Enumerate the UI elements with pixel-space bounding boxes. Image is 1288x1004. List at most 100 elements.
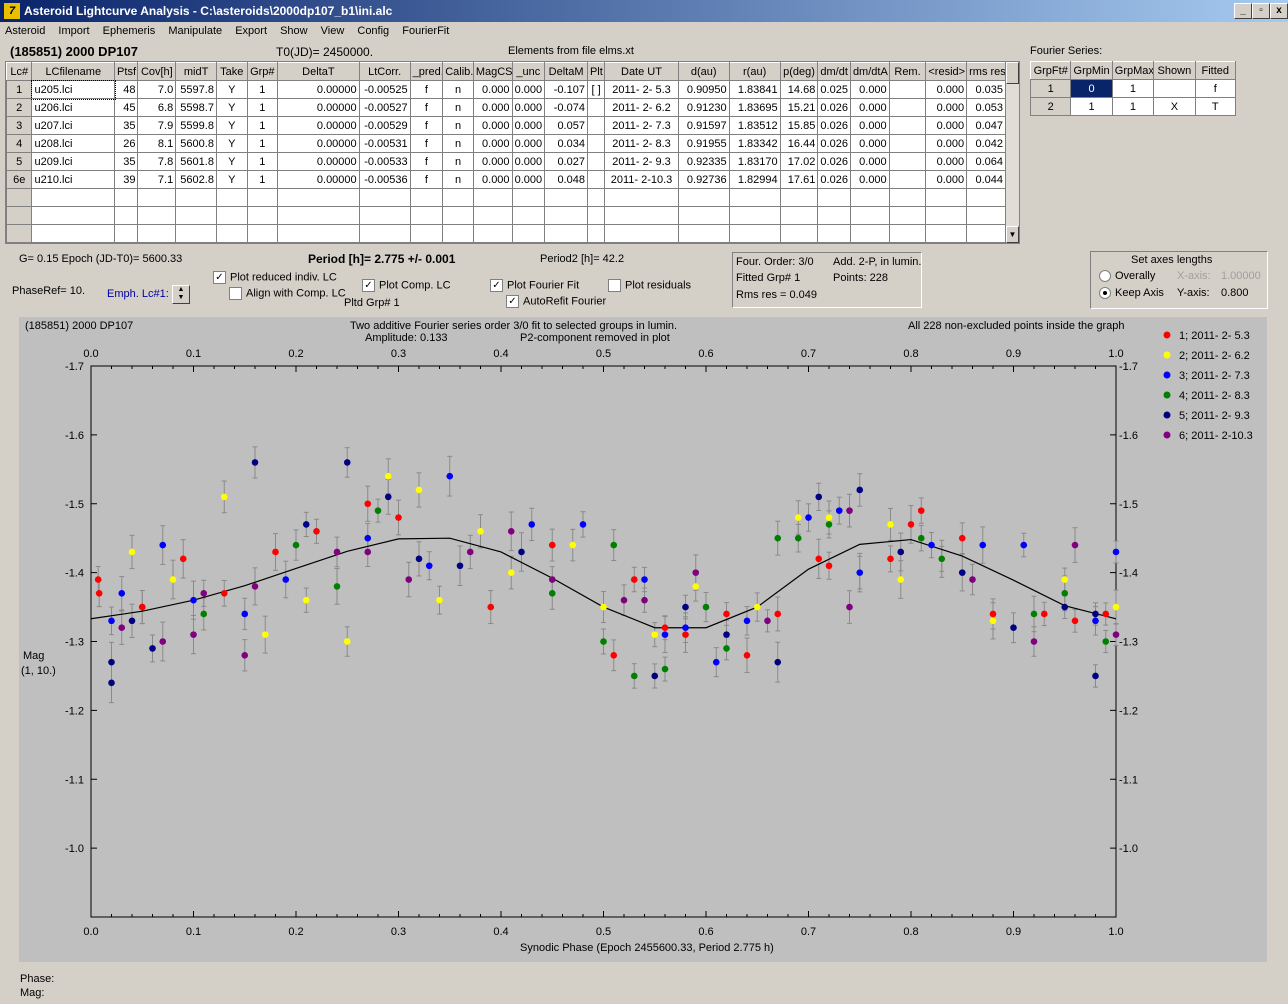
table-cell[interactable] — [544, 206, 588, 225]
column-header[interactable]: Lc# — [6, 62, 33, 81]
table-cell[interactable] — [544, 188, 588, 207]
table-cell[interactable]: 1.83170 — [728, 152, 781, 171]
table-cell[interactable]: u206.lci — [31, 98, 116, 117]
table-cell[interactable] — [586, 206, 606, 225]
table-row[interactable]: 1 u205.lci 48 7.0 5597.8 Y 1 0.00000 -0.00525 f n 0… — [6, 79, 1006, 100]
table-cell[interactable]: 0.000 — [925, 134, 968, 153]
table-cell[interactable]: 0.92335 — [677, 152, 730, 171]
table-cell[interactable] — [779, 206, 819, 225]
table-cell[interactable] — [586, 224, 606, 243]
table-cell[interactable]: 1.83695 — [728, 98, 781, 117]
scroll-down-icon[interactable]: ▼ — [1006, 226, 1019, 243]
table-cell[interactable]: 0.00000 — [277, 98, 360, 117]
table-cell[interactable]: Y — [215, 116, 248, 135]
table-cell[interactable]: -0.00529 — [358, 116, 411, 135]
row-header[interactable]: 1 — [6, 80, 33, 99]
table-cell[interactable] — [358, 224, 411, 243]
table-cell[interactable] — [246, 206, 279, 225]
table-cell[interactable] — [677, 206, 730, 225]
table-cell[interactable] — [779, 188, 819, 207]
table-cell[interactable] — [277, 188, 360, 207]
plot-fourier-checkbox[interactable]: ✓ Plot Fourier Fit — [490, 279, 579, 292]
column-header[interactable]: GrpMin — [1070, 61, 1113, 80]
table-cell[interactable] — [246, 188, 279, 207]
table-cell[interactable]: n — [442, 152, 474, 171]
table-cell[interactable] — [604, 206, 679, 225]
menu-export[interactable]: Export — [235, 25, 267, 37]
table-cell[interactable]: 0.035 — [966, 80, 1006, 99]
plot-reduced-checkbox[interactable]: ✓ Plot reduced indiv. LC — [213, 271, 337, 284]
column-header[interactable]: dm/dt — [817, 62, 851, 81]
column-header[interactable]: DeltaT — [277, 62, 360, 81]
table-cell[interactable] — [358, 206, 411, 225]
table-cell[interactable] — [966, 188, 1006, 207]
table-cell[interactable]: 1 — [1070, 97, 1113, 116]
table-cell[interactable]: 1 — [246, 116, 279, 135]
maximize-button[interactable]: ▫ — [1252, 3, 1270, 19]
table-cell[interactable] — [586, 116, 606, 135]
table-cell[interactable] — [925, 206, 968, 225]
table-cell[interactable]: 0.00000 — [277, 152, 360, 171]
checkbox-icon[interactable]: ✓ — [490, 279, 503, 292]
table-row[interactable]: 3 u207.lci 35 7.9 5599.8 Y 1 0.00000 -0.00529 f n 0… — [6, 116, 1006, 135]
table-cell[interactable] — [442, 224, 474, 243]
plot-residuals-checkbox[interactable]: Plot residuals — [608, 279, 691, 292]
table-cell[interactable] — [175, 206, 217, 225]
column-header[interactable]: Calib. — [442, 62, 474, 81]
empty-row[interactable] — [6, 188, 1006, 207]
empty-row[interactable] — [6, 224, 1006, 243]
table-cell[interactable]: 0.026 — [817, 98, 851, 117]
table-cell[interactable] — [114, 188, 139, 207]
table-cell[interactable]: 15.21 — [779, 98, 819, 117]
table-cell[interactable]: 2011- 2- 6.2 — [604, 98, 679, 117]
table-cell[interactable]: 0.000 — [849, 134, 890, 153]
table-cell[interactable]: 0.00000 — [277, 80, 360, 99]
table-cell[interactable]: [ ] — [586, 80, 606, 99]
column-header[interactable]: Cov[h] — [137, 62, 177, 81]
table-cell[interactable]: 1 — [1111, 79, 1155, 98]
column-header[interactable]: DeltaM — [544, 62, 588, 81]
table-cell[interactable] — [586, 188, 606, 207]
table-cell[interactable]: 0.057 — [544, 116, 588, 135]
checkbox-icon[interactable] — [229, 287, 242, 300]
table-cell[interactable]: 0.000 — [925, 80, 968, 99]
table-cell[interactable] — [888, 170, 927, 189]
scroll-thumb[interactable] — [1006, 62, 1019, 84]
table-cell[interactable] — [586, 98, 606, 117]
table-cell[interactable] — [175, 224, 217, 243]
row-header[interactable]: 4 — [6, 134, 33, 153]
column-header[interactable]: <resid> — [925, 62, 968, 81]
table-cell[interactable] — [31, 206, 116, 225]
table-cell[interactable] — [409, 188, 444, 207]
table-cell[interactable]: 35 — [114, 116, 139, 135]
checkbox-icon[interactable]: ✓ — [362, 279, 375, 292]
table-cell[interactable]: 0.026 — [817, 170, 851, 189]
column-header[interactable]: GrpFt# — [1029, 61, 1072, 80]
table-cell[interactable]: 0.047 — [966, 116, 1006, 135]
table-cell[interactable] — [511, 224, 546, 243]
table-cell[interactable]: 1 — [1111, 97, 1155, 116]
table-cell[interactable]: 0.000 — [849, 152, 890, 171]
table-cell[interactable] — [472, 206, 513, 225]
table-cell[interactable] — [728, 188, 781, 207]
table-cell[interactable]: 0.034 — [544, 134, 588, 153]
table-cell[interactable]: f — [409, 80, 444, 99]
table-cell[interactable]: u205.lci — [30, 79, 116, 100]
table-cell[interactable] — [31, 188, 116, 207]
menu-ephemeris[interactable]: Ephemeris — [102, 25, 156, 37]
table-cell[interactable] — [888, 116, 927, 135]
table-cell[interactable]: n — [442, 80, 474, 99]
table-cell[interactable] — [779, 224, 819, 243]
table-cell[interactable] — [114, 224, 139, 243]
table-cell[interactable] — [728, 224, 781, 243]
table-cell[interactable] — [358, 188, 411, 207]
table-cell[interactable]: 0.91230 — [677, 98, 730, 117]
xaxis-value[interactable]: 1.00000 — [1221, 270, 1261, 282]
table-cell[interactable]: 1.83841 — [728, 80, 781, 99]
table-cell[interactable]: 1.83512 — [728, 116, 781, 135]
table-cell[interactable] — [215, 188, 248, 207]
menu-show[interactable]: Show — [280, 25, 308, 37]
plot-comp-checkbox[interactable]: ✓ Plot Comp. LC — [362, 279, 451, 292]
